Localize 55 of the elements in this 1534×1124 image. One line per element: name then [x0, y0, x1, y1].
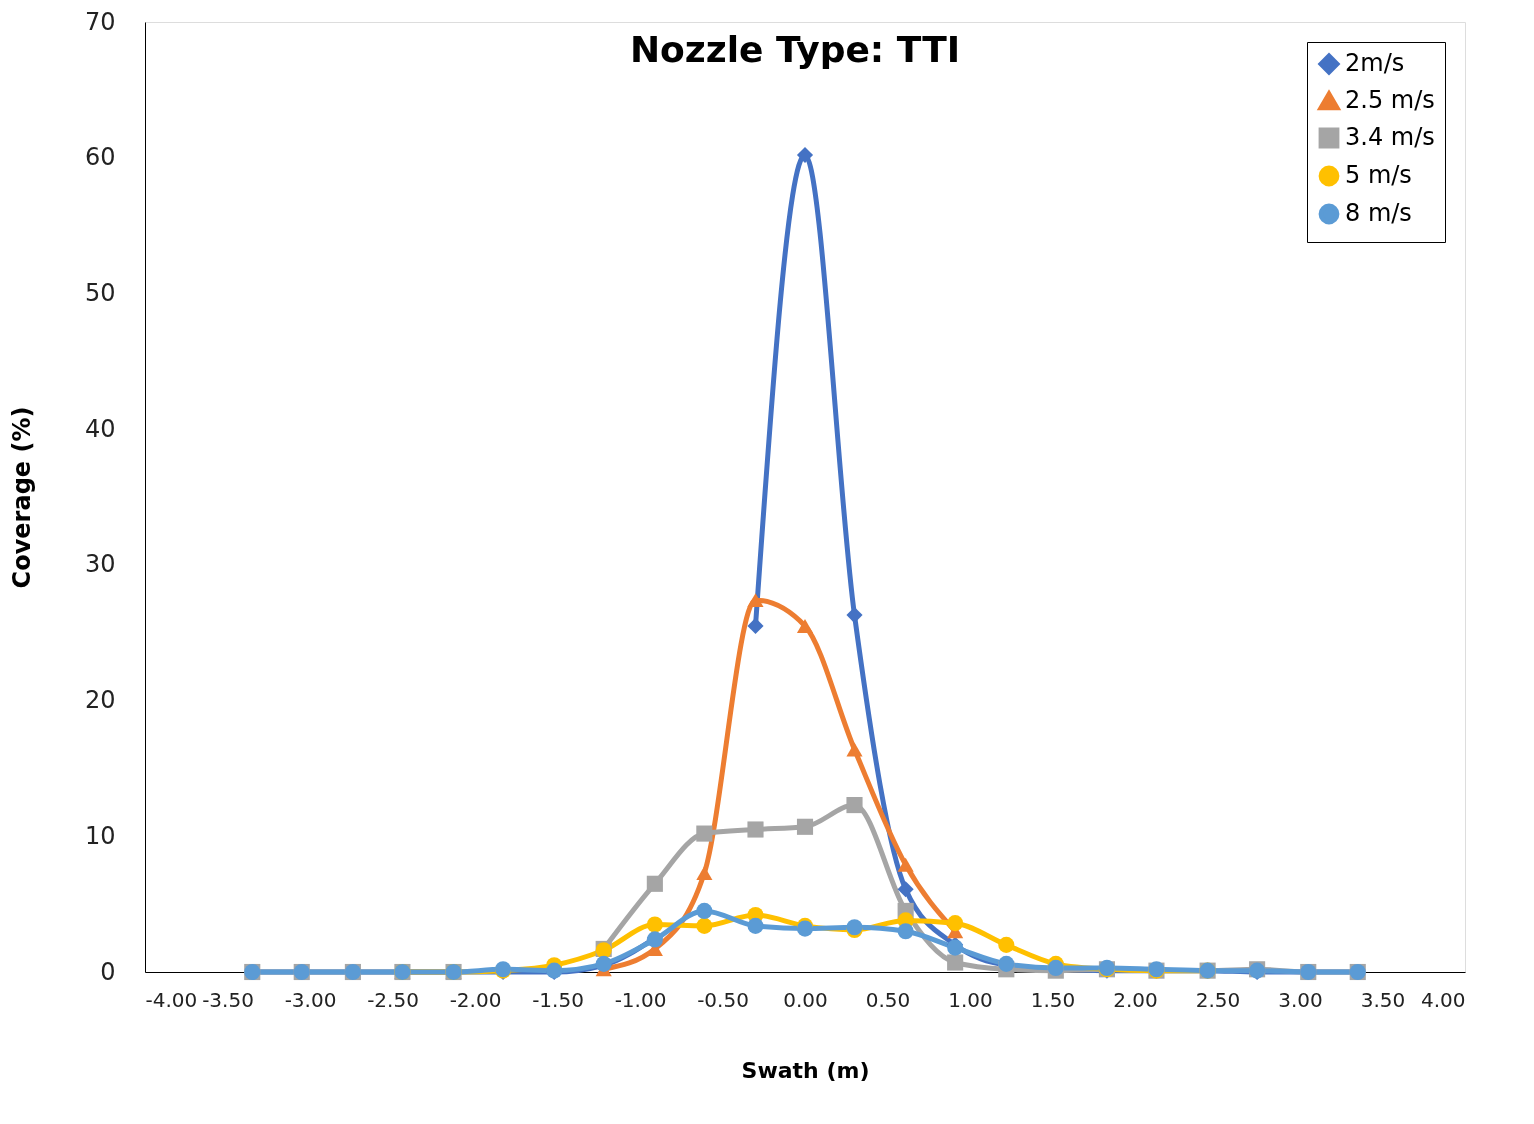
y-tick-label: 40 — [84, 414, 116, 443]
x-tick-label: 2.50 — [1195, 987, 1241, 1012]
legend-label: 8 m/s — [1345, 199, 1412, 227]
x-tick-label: -2.00 — [449, 987, 502, 1012]
point — [696, 902, 713, 919]
point — [897, 881, 914, 898]
point — [846, 797, 863, 814]
y-tick-label: 60 — [84, 143, 116, 172]
y-tick-label: 30 — [84, 550, 116, 579]
x-tick-label: 1.50 — [1030, 987, 1076, 1012]
point — [747, 593, 764, 608]
x-tick-label: -1.50 — [532, 987, 584, 1012]
x-tick-label: 0.00 — [783, 987, 828, 1012]
y-tick-label: 50 — [84, 278, 116, 307]
y-tick-label: 0 — [100, 957, 116, 986]
point — [796, 618, 814, 633]
x-tick-label: 1.00 — [948, 987, 993, 1012]
point — [696, 917, 713, 934]
point — [796, 146, 814, 164]
legend-label: 5 m/s — [1345, 161, 1412, 189]
point — [747, 821, 764, 838]
point — [646, 875, 663, 892]
point — [696, 865, 713, 880]
x-tick-label: 3.50 — [1360, 987, 1406, 1012]
point — [796, 818, 814, 835]
x-tick-label: 2.00 — [1113, 987, 1158, 1012]
chart-title: Nozzle Type: TTI — [629, 29, 961, 70]
y-axis-title: Coverage (%) — [7, 406, 36, 589]
legend-label: 2.5 m/s — [1345, 86, 1435, 114]
y-tick-label: 10 — [84, 821, 116, 850]
x-tick-label: -4.00 — [145, 987, 198, 1012]
point — [897, 923, 914, 940]
point — [947, 954, 964, 971]
y-tick-label: 20 — [84, 686, 116, 715]
point — [897, 857, 914, 872]
x-tick-label: -2.50 — [367, 987, 419, 1012]
x-tick-label: 3.00 — [1278, 987, 1323, 1012]
x-tick-label: -0.50 — [697, 987, 749, 1012]
point — [747, 917, 764, 934]
x-tick-label: -3.50 — [202, 987, 254, 1012]
y-tick-label: 70 — [84, 7, 116, 36]
legend-label: 2m/s — [1345, 49, 1405, 77]
x-tick-label: -1.00 — [614, 987, 667, 1012]
point — [947, 915, 964, 932]
x-axis-title: Swath (m) — [741, 1057, 870, 1083]
x-tick-label: 4.00 — [1420, 987, 1466, 1012]
point — [998, 936, 1015, 953]
point — [696, 825, 713, 842]
point — [747, 617, 764, 634]
point — [646, 916, 663, 933]
x-tick-label: 0.50 — [865, 987, 911, 1012]
x-tick-label: -3.00 — [284, 987, 337, 1012]
point — [846, 607, 863, 624]
point — [846, 742, 863, 757]
legend-label: 3.4 m/s — [1345, 123, 1435, 151]
